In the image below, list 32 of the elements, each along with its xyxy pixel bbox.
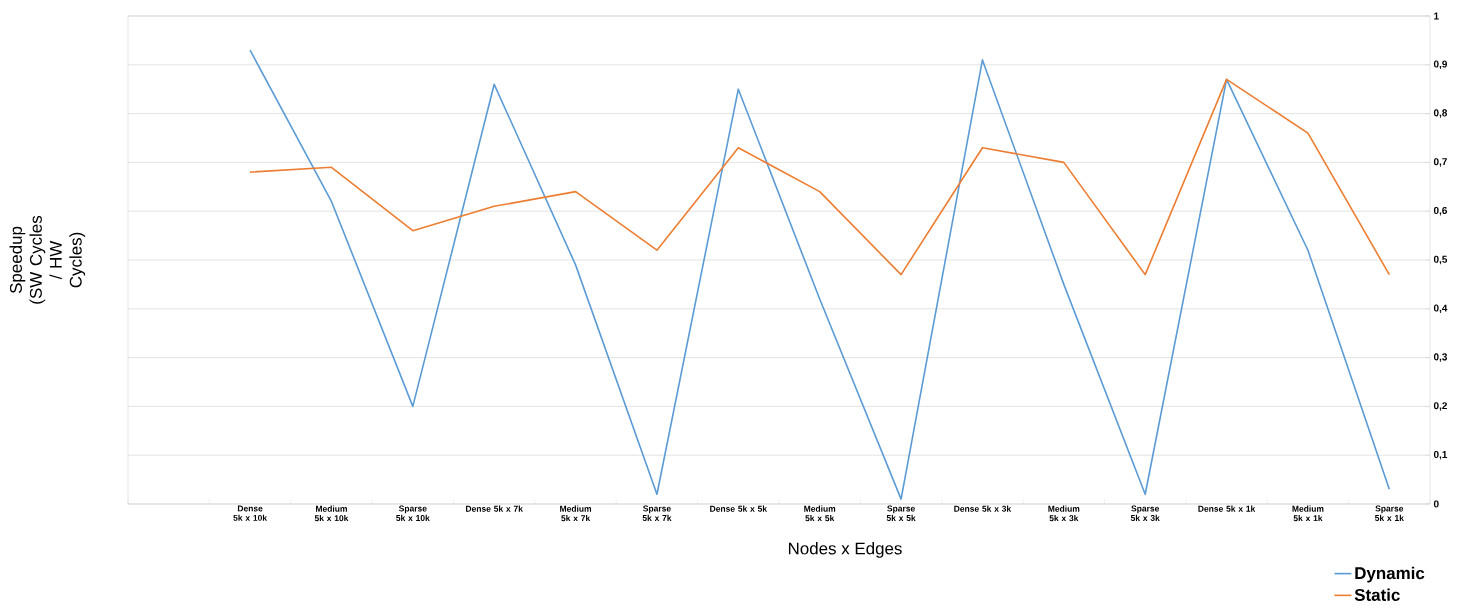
x-tick-label: Dense 5k x 7k bbox=[466, 505, 523, 512]
x-tick-label: Sparse 5k x 10k bbox=[396, 505, 430, 521]
y-tick-label: 0 bbox=[1433, 500, 1439, 508]
y-tick-label: 0,6 bbox=[1433, 206, 1448, 216]
x-tick-label: Medium 5k x 7k bbox=[560, 505, 592, 522]
x-tick-label: Medium 5k x 3k bbox=[1048, 505, 1080, 522]
x-tick-label: Sparse 5k x 5k bbox=[886, 505, 916, 521]
line-series bbox=[249, 49, 1391, 500]
x-tick-label: Dense 5k x 5k bbox=[710, 505, 768, 512]
x-tick-label: Medium 5k x 10k bbox=[314, 505, 349, 522]
x-axis-title: Nodes x Edges bbox=[788, 542, 902, 558]
y-tick-label: 0,9 bbox=[1433, 60, 1447, 70]
y-tick-label: 0,3 bbox=[1433, 353, 1448, 362]
x-tick-label: Sparse 5k x 1k bbox=[1374, 505, 1404, 521]
x-tick-label: Dense 5k x 10k bbox=[233, 505, 268, 521]
legend-label: Dynamic bbox=[1355, 566, 1425, 583]
y-tick-label: 0,8 bbox=[1433, 109, 1448, 118]
y-tick-label: 0,5 bbox=[1433, 255, 1448, 265]
x-tick-label: Medium 5k x 5k bbox=[804, 505, 836, 522]
x-tick-label: Medium 5k x 1k bbox=[1292, 505, 1324, 522]
line-series bbox=[249, 78, 1391, 276]
legend-label: Static bbox=[1354, 588, 1400, 601]
x-tick-label: Sparse 5k x 3k bbox=[1130, 505, 1160, 521]
x-tick-label: Dense 5k x 1k bbox=[1198, 505, 1256, 512]
y-tick-label: 0,7 bbox=[1433, 158, 1447, 167]
y-tick-label: 1 bbox=[1434, 12, 1439, 20]
x-tick-label: Dense 5k x 3k bbox=[954, 505, 1012, 512]
y-tick-label: 0,1 bbox=[1433, 450, 1448, 460]
y-tick-label: 0,4 bbox=[1433, 304, 1448, 314]
y-axis-title: Speedup (SW Cycles / HW Cycles) bbox=[9, 215, 86, 304]
y-tick-label: 0,2 bbox=[1433, 402, 1447, 411]
x-tick-label: Sparse 5k x 7k bbox=[642, 505, 672, 521]
